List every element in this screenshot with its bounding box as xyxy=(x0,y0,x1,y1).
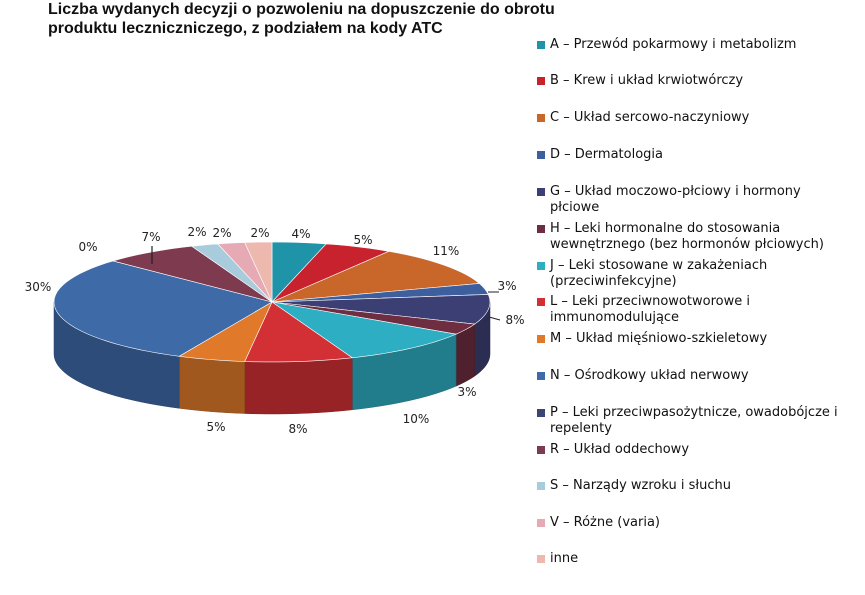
legend-label-13: V – Różne (varia) xyxy=(550,515,660,530)
legend-swatch-14 xyxy=(537,555,545,563)
pie-label-6: 10% xyxy=(403,412,430,426)
pie-label-11: 7% xyxy=(141,230,160,244)
pie-slice-8 xyxy=(178,301,273,362)
legend-label-11: R – Układ oddechowy xyxy=(550,442,690,457)
pie-slice-side-8 xyxy=(178,356,245,414)
pie-slice-9 xyxy=(53,260,273,357)
pie-slice-4 xyxy=(271,294,491,325)
chart-title: Liczba wydanych decyzji o pozwoleniu na … xyxy=(48,0,568,38)
legend-swatch-6 xyxy=(537,262,545,270)
legend-swatch-2 xyxy=(537,114,545,122)
pie-slice-side-7 xyxy=(244,357,353,415)
legend-swatch-12 xyxy=(537,482,545,490)
pie-label-0: 4% xyxy=(291,227,310,241)
pie-slice-0 xyxy=(271,241,327,303)
legend-label-0: A – Przewód pokarmowy i metabolizm xyxy=(550,37,797,52)
legend-swatch-11 xyxy=(537,446,545,454)
chart-title-line-1: Liczba wydanych decyzji o pozwoleniu na … xyxy=(48,1,555,18)
pie-label-14: 2% xyxy=(250,226,269,240)
chart-title-line-2: produktu leczniczniczego, z podziałem na… xyxy=(48,20,443,37)
pie-label-4: 8% xyxy=(505,313,524,327)
pie-label-2: 11% xyxy=(433,244,460,258)
pie-leader-4 xyxy=(488,316,501,321)
legend-label-12: S – Narządy wzroku i słuchu xyxy=(550,478,731,493)
legend-label-3: D – Dermatologia xyxy=(550,147,663,162)
pie-slice-6 xyxy=(271,301,458,359)
legend-swatch-9 xyxy=(537,372,545,380)
legend-label-5: H – Leki hormonalne do stosowania wewnęt… xyxy=(550,221,824,252)
legend-label-14: inne xyxy=(550,551,579,566)
pie-label-5: 3% xyxy=(457,385,476,399)
legend-label-1: B – Krew i układ krwiotwórczy xyxy=(550,73,744,88)
pie-label-8: 5% xyxy=(206,420,225,434)
legend-swatch-10 xyxy=(537,409,545,417)
legend-label-10: P – Leki przeciwpasożytnicze, owadobójcz… xyxy=(550,405,838,436)
pie-label-3: 3% xyxy=(497,279,516,293)
legend-swatch-0 xyxy=(537,41,545,49)
legend-label-7: L – Leki przeciwnowotworowe i immunomodu… xyxy=(550,294,750,325)
pie-slice-2 xyxy=(271,251,481,303)
legend-swatch-4 xyxy=(537,188,545,196)
pie-slice-11 xyxy=(111,245,273,303)
legend-swatch-5 xyxy=(537,225,545,233)
pie-tops xyxy=(53,241,491,363)
pie-slice-14 xyxy=(244,241,273,303)
pie-label-1: 5% xyxy=(353,233,372,247)
legend-swatch-13 xyxy=(537,519,545,527)
legend-swatch-3 xyxy=(537,151,545,159)
pie-label-7: 8% xyxy=(288,422,307,436)
legend-swatch-1 xyxy=(537,77,545,85)
pie-label-13: 2% xyxy=(212,226,231,240)
pie-label-10: 0% xyxy=(78,240,97,254)
legend-swatch-8 xyxy=(537,335,545,343)
legend-label-8: M – Układ mięśniowo-szkieletowy xyxy=(550,331,768,346)
legend-label-9: N – Ośrodkowy układ nerwowy xyxy=(550,368,749,383)
legend-swatch-7 xyxy=(537,298,545,306)
pie-slice-7 xyxy=(244,301,354,363)
pie-labels: 4% 5% 11% 3% 8% 3% 10% 8% 5% 30% 0% 7% 2% 2% 2% xyxy=(25,225,525,436)
pie-label-12: 2% xyxy=(187,225,206,239)
legend-label-2: C – Układ sercowo-naczyniowy xyxy=(550,110,750,125)
legend-label-4: G – Układ moczowo-płciowy i hormony płci… xyxy=(550,184,801,215)
pie-slice-side-5 xyxy=(455,323,475,387)
pie-slice-1 xyxy=(271,243,390,303)
legend-label-6: J – Leki stosowane w zakażeniach (przeci… xyxy=(550,258,768,289)
pie-label-9: 30% xyxy=(25,280,52,294)
